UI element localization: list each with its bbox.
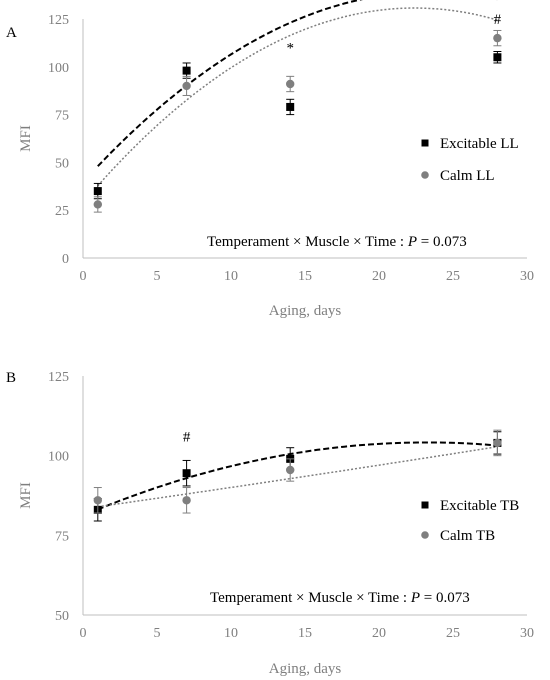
- legend-marker: [421, 501, 429, 509]
- data-point: [493, 438, 502, 448]
- legend-marker: [421, 171, 429, 179]
- y-tick-label: 125: [48, 13, 69, 28]
- x-axis-label: Aging, days: [269, 303, 342, 319]
- data-point: [182, 496, 191, 505]
- x-tick-label: 20: [372, 626, 386, 641]
- legend-label: Calm LL: [440, 168, 495, 184]
- y-axis-label: MFI: [18, 125, 34, 152]
- x-tick-label: 15: [298, 269, 312, 284]
- x-tick-label: 10: [224, 269, 238, 284]
- y-tick-label: 75: [55, 109, 69, 124]
- significance-marker: *: [286, 41, 294, 57]
- data-point: [182, 81, 191, 91]
- data-point: [286, 102, 295, 111]
- legend-label: Excitable LL: [440, 136, 519, 152]
- trend-line: [97, 441, 498, 511]
- legend-marker: [421, 139, 429, 147]
- data-point: [493, 33, 502, 43]
- interaction-annotation: Temperament × Muscle × Time : P = 0.073: [210, 590, 470, 606]
- data-point: [286, 465, 295, 475]
- trend-line: [97, 445, 498, 508]
- y-tick-label: 100: [48, 61, 69, 76]
- data-point: [286, 79, 295, 89]
- x-tick-label: 15: [298, 626, 312, 641]
- x-tick-label: 5: [154, 269, 161, 284]
- panel-label: A: [6, 25, 17, 41]
- legend-marker: [421, 531, 429, 539]
- x-tick-label: 25: [446, 269, 460, 284]
- interaction-annotation: Temperament × Muscle × Time : P = 0.073: [207, 234, 467, 250]
- significance-marker: #: [183, 430, 191, 446]
- trend-line: [97, 0, 498, 167]
- x-tick-label: 30: [520, 269, 534, 284]
- x-tick-label: 25: [446, 626, 460, 641]
- x-axis-label: Aging, days: [269, 661, 342, 677]
- x-tick-label: 10: [224, 626, 238, 641]
- x-tick-label: 30: [520, 626, 534, 641]
- data-point: [493, 53, 502, 62]
- x-tick-label: 5: [154, 626, 161, 641]
- data-point: [93, 200, 103, 209]
- y-tick-label: 25: [55, 204, 69, 219]
- y-tick-label: 50: [55, 156, 69, 171]
- data-point: [93, 496, 103, 505]
- significance-marker: #: [494, 12, 502, 28]
- trend-line: [97, 7, 498, 187]
- data-point: [182, 66, 191, 75]
- y-axis-label: MFI: [18, 482, 34, 509]
- y-tick-label: 0: [62, 252, 69, 267]
- panel-label: B: [6, 370, 16, 386]
- data-point: [93, 187, 102, 196]
- chart-panel-a: A 0 25 50 75 100 125 0 5 10 15 20 25 30 Aging, days MFI…: [6, 0, 534, 319]
- y-tick-label: 50: [55, 609, 69, 624]
- y-tick-label: 75: [55, 529, 69, 544]
- x-tick-label: 0: [80, 626, 87, 641]
- x-tick-label: 0: [80, 269, 87, 284]
- data-point: [182, 469, 191, 478]
- legend-label: Excitable TB: [440, 498, 519, 514]
- chart-panel-b: B 50 75 100 125 0 5 10 15 20 25 30 Aging, days MFI # Ex…: [6, 370, 534, 677]
- legend-label: Calm TB: [440, 528, 495, 544]
- y-tick-label: 100: [48, 450, 69, 465]
- x-tick-label: 20: [372, 269, 386, 284]
- y-tick-label: 125: [48, 370, 69, 385]
